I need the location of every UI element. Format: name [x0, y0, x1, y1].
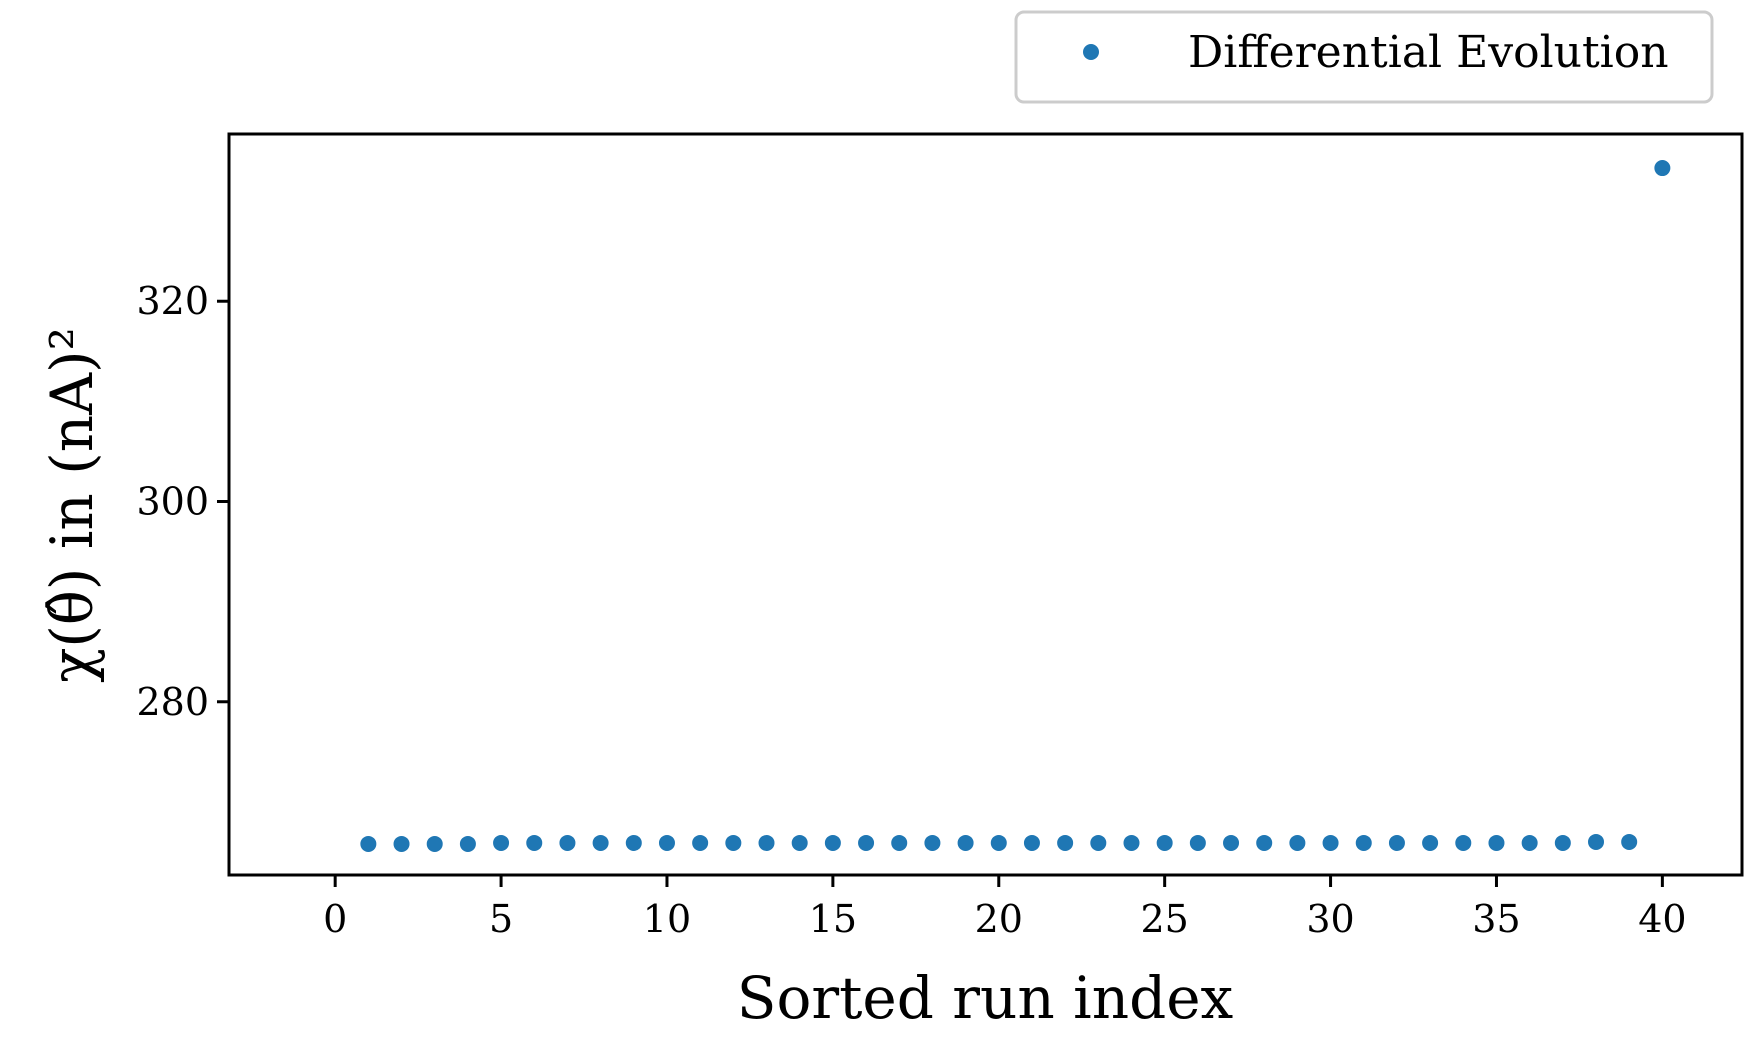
- data-point: [957, 834, 974, 851]
- data-point: [1123, 834, 1140, 851]
- data-point: [692, 834, 709, 851]
- data-point: [393, 835, 410, 852]
- data-point: [360, 835, 377, 852]
- data-point: [658, 834, 675, 851]
- x-axis: 0 5 10 15 20 25 30 35 40: [323, 875, 1687, 941]
- data-point: [592, 834, 609, 851]
- data-point: [990, 834, 1007, 851]
- x-axis-label: Sorted run index: [737, 964, 1234, 1032]
- data-point: [1422, 834, 1439, 851]
- data-point: [824, 834, 841, 851]
- data-point: [1455, 834, 1472, 851]
- y-tick-label: 320: [136, 279, 209, 323]
- legend-label: Differential Evolution: [1188, 27, 1669, 78]
- data-point: [1621, 833, 1638, 850]
- y-tick-label: 280: [136, 680, 209, 724]
- data-point: [1355, 834, 1372, 851]
- y-axis: 280 300 320: [136, 279, 229, 724]
- data-point: [1322, 834, 1339, 851]
- x-tick-label: 0: [323, 897, 347, 941]
- data-point: [1554, 834, 1571, 851]
- data-point: [725, 834, 742, 851]
- x-tick-label: 20: [975, 897, 1023, 941]
- data-point: [559, 834, 576, 851]
- data-point: [891, 834, 908, 851]
- x-tick-label: 5: [489, 897, 513, 941]
- data-point: [625, 834, 642, 851]
- data-point: [1289, 834, 1306, 851]
- x-tick-label: 35: [1472, 897, 1520, 941]
- data-point: [493, 834, 510, 851]
- legend-marker: [1083, 44, 1099, 60]
- x-tick-label: 15: [809, 897, 857, 941]
- data-point: [1521, 834, 1538, 851]
- data-point: [1223, 834, 1240, 851]
- legend: Differential Evolution: [1014, 10, 1714, 104]
- data-point: [791, 834, 808, 851]
- data-point: [924, 834, 941, 851]
- data-point: [1388, 834, 1405, 851]
- data-point: [426, 835, 443, 852]
- data-point: [1156, 834, 1173, 851]
- data-point: [858, 834, 875, 851]
- data-point: [459, 835, 476, 852]
- y-axis-label: χ(θ̂) in (nA)²: [38, 327, 106, 683]
- plot-area: [227, 132, 1744, 877]
- data-point: [1023, 834, 1040, 851]
- x-tick-label: 10: [643, 897, 691, 941]
- data-point: [1488, 834, 1505, 851]
- x-tick-label: 25: [1140, 897, 1188, 941]
- legend-box: [1014, 10, 1714, 104]
- data-points: [360, 160, 1671, 852]
- data-point: [1057, 834, 1074, 851]
- data-point: [526, 834, 543, 851]
- data-point: [1256, 834, 1273, 851]
- data-point: [1090, 834, 1107, 851]
- y-tick-label: 300: [136, 479, 209, 523]
- data-point: [1588, 833, 1605, 850]
- x-tick-label: 40: [1638, 897, 1686, 941]
- data-point: [1654, 160, 1671, 177]
- data-point: [1189, 834, 1206, 851]
- x-tick-label: 30: [1306, 897, 1354, 941]
- data-point: [758, 834, 775, 851]
